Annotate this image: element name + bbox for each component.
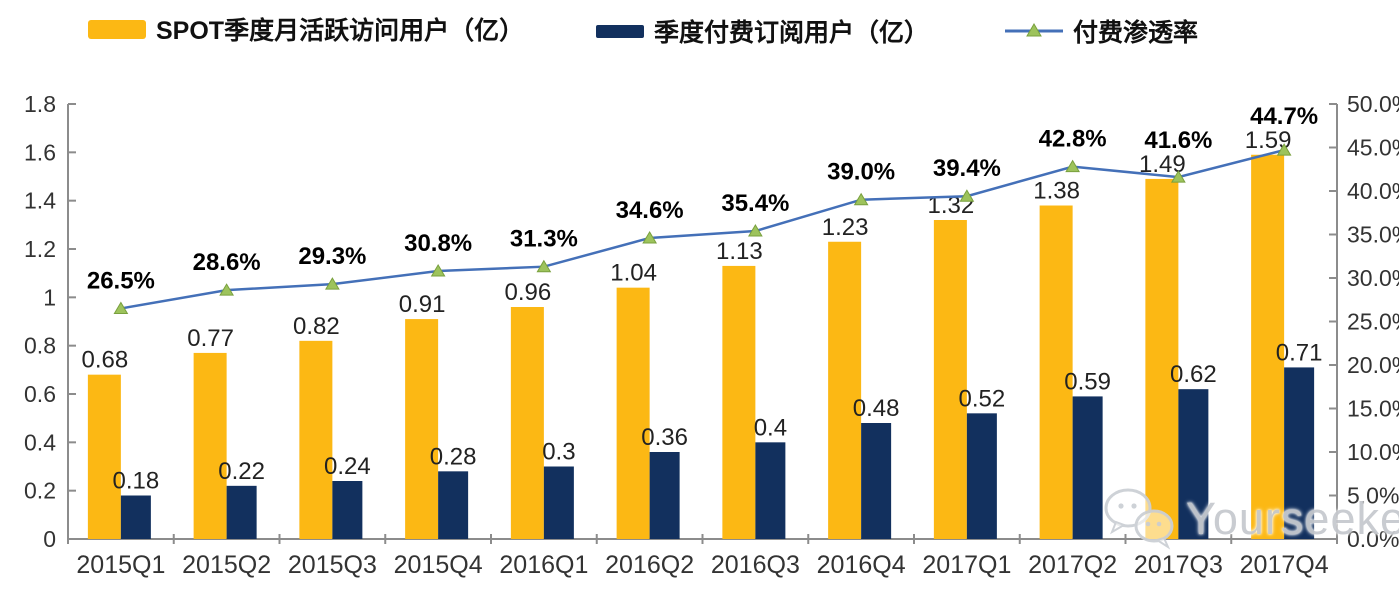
svg-text:1.38: 1.38 xyxy=(1033,178,1080,205)
svg-text:0.4: 0.4 xyxy=(754,414,787,441)
svg-text:2017Q4: 2017Q4 xyxy=(1240,551,1329,579)
svg-text:39.0%: 39.0% xyxy=(827,159,895,186)
svg-text:1.6: 1.6 xyxy=(24,139,56,165)
svg-text:1.2: 1.2 xyxy=(24,236,56,262)
svg-text:20.0%: 20.0% xyxy=(1347,352,1399,378)
svg-text:0.59: 0.59 xyxy=(1064,368,1111,395)
svg-text:1.8: 1.8 xyxy=(24,91,56,117)
svg-text:0.2: 0.2 xyxy=(24,478,56,504)
svg-text:0.18: 0.18 xyxy=(113,468,160,495)
penetration-legend-line-icon xyxy=(1005,23,1063,37)
legend-label-penetration: 付费渗透率 xyxy=(1073,19,1199,47)
svg-text:0.71: 0.71 xyxy=(1276,339,1323,366)
svg-text:2015Q2: 2015Q2 xyxy=(182,551,271,579)
legend-label-mau: SPOT季度月活跃访问用户（亿） xyxy=(156,17,525,45)
svg-text:2017Q3: 2017Q3 xyxy=(1134,551,1223,579)
svg-text:45.0%: 45.0% xyxy=(1347,135,1399,161)
svg-text:0.62: 0.62 xyxy=(1170,361,1217,388)
svg-text:0.82: 0.82 xyxy=(293,313,340,340)
svg-text:1.23: 1.23 xyxy=(822,214,869,241)
svg-text:1: 1 xyxy=(43,284,56,310)
svg-text:0.22: 0.22 xyxy=(218,458,265,485)
svg-text:42.8%: 42.8% xyxy=(1039,126,1107,153)
svg-text:35.0%: 35.0% xyxy=(1347,222,1399,248)
svg-text:2016Q4: 2016Q4 xyxy=(817,551,906,579)
svg-text:0.28: 0.28 xyxy=(430,443,477,470)
svg-text:1.04: 1.04 xyxy=(610,260,657,287)
svg-text:1.4: 1.4 xyxy=(24,188,56,214)
svg-text:15.0%: 15.0% xyxy=(1347,396,1399,422)
svg-text:0.24: 0.24 xyxy=(324,453,371,480)
svg-text:0.3: 0.3 xyxy=(542,439,575,466)
svg-text:0.91: 0.91 xyxy=(399,291,446,318)
svg-text:2017Q2: 2017Q2 xyxy=(1028,551,1117,579)
svg-text:0.8: 0.8 xyxy=(24,333,56,359)
svg-text:26.5%: 26.5% xyxy=(87,267,155,294)
svg-text:2015Q4: 2015Q4 xyxy=(394,551,483,579)
svg-text:35.4%: 35.4% xyxy=(721,190,789,217)
svg-text:1.13: 1.13 xyxy=(716,238,763,265)
svg-text:50.0%: 50.0% xyxy=(1347,91,1399,117)
svg-text:29.3%: 29.3% xyxy=(298,243,366,270)
svg-text:30.8%: 30.8% xyxy=(404,230,472,257)
svg-text:0.36: 0.36 xyxy=(641,424,688,451)
svg-text:0.96: 0.96 xyxy=(505,279,552,306)
svg-text:2015Q1: 2015Q1 xyxy=(76,551,165,579)
svg-text:2016Q1: 2016Q1 xyxy=(499,551,588,579)
svg-text:40.0%: 40.0% xyxy=(1347,178,1399,204)
legend-item-mau: SPOT季度月活跃访问用户（亿） xyxy=(88,14,525,45)
legend-item-penetration: 付费渗透率 xyxy=(1005,16,1199,47)
svg-text:30.0%: 30.0% xyxy=(1347,265,1399,291)
svg-text:0.6: 0.6 xyxy=(24,381,56,407)
svg-text:10.0%: 10.0% xyxy=(1347,439,1399,465)
svg-text:2017Q1: 2017Q1 xyxy=(922,551,1011,579)
svg-text:0: 0 xyxy=(43,526,56,552)
svg-text:0.0%: 0.0% xyxy=(1347,526,1399,552)
svg-text:41.6%: 41.6% xyxy=(1144,127,1212,154)
svg-text:28.6%: 28.6% xyxy=(193,249,261,276)
mau-legend-swatch-icon xyxy=(88,19,146,39)
svg-text:31.3%: 31.3% xyxy=(510,226,578,253)
legend-item-subscribers: 季度付费订阅用户（亿） xyxy=(596,16,930,47)
svg-text:0.52: 0.52 xyxy=(959,385,1006,412)
svg-text:2016Q3: 2016Q3 xyxy=(711,551,800,579)
svg-text:0.77: 0.77 xyxy=(187,325,234,352)
svg-text:34.6%: 34.6% xyxy=(616,197,684,224)
svg-text:39.4%: 39.4% xyxy=(933,155,1001,182)
svg-text:0.4: 0.4 xyxy=(24,429,56,455)
svg-text:0.48: 0.48 xyxy=(853,395,900,422)
svg-text:2016Q2: 2016Q2 xyxy=(605,551,694,579)
svg-text:44.7%: 44.7% xyxy=(1250,103,1318,130)
subscribers-legend-swatch-icon xyxy=(596,24,644,38)
svg-text:0.68: 0.68 xyxy=(82,347,129,374)
svg-text:5.0%: 5.0% xyxy=(1347,483,1399,509)
svg-text:2015Q3: 2015Q3 xyxy=(288,551,377,579)
legend-label-subscribers: 季度付费订阅用户（亿） xyxy=(654,19,930,47)
svg-text:25.0%: 25.0% xyxy=(1347,309,1399,335)
